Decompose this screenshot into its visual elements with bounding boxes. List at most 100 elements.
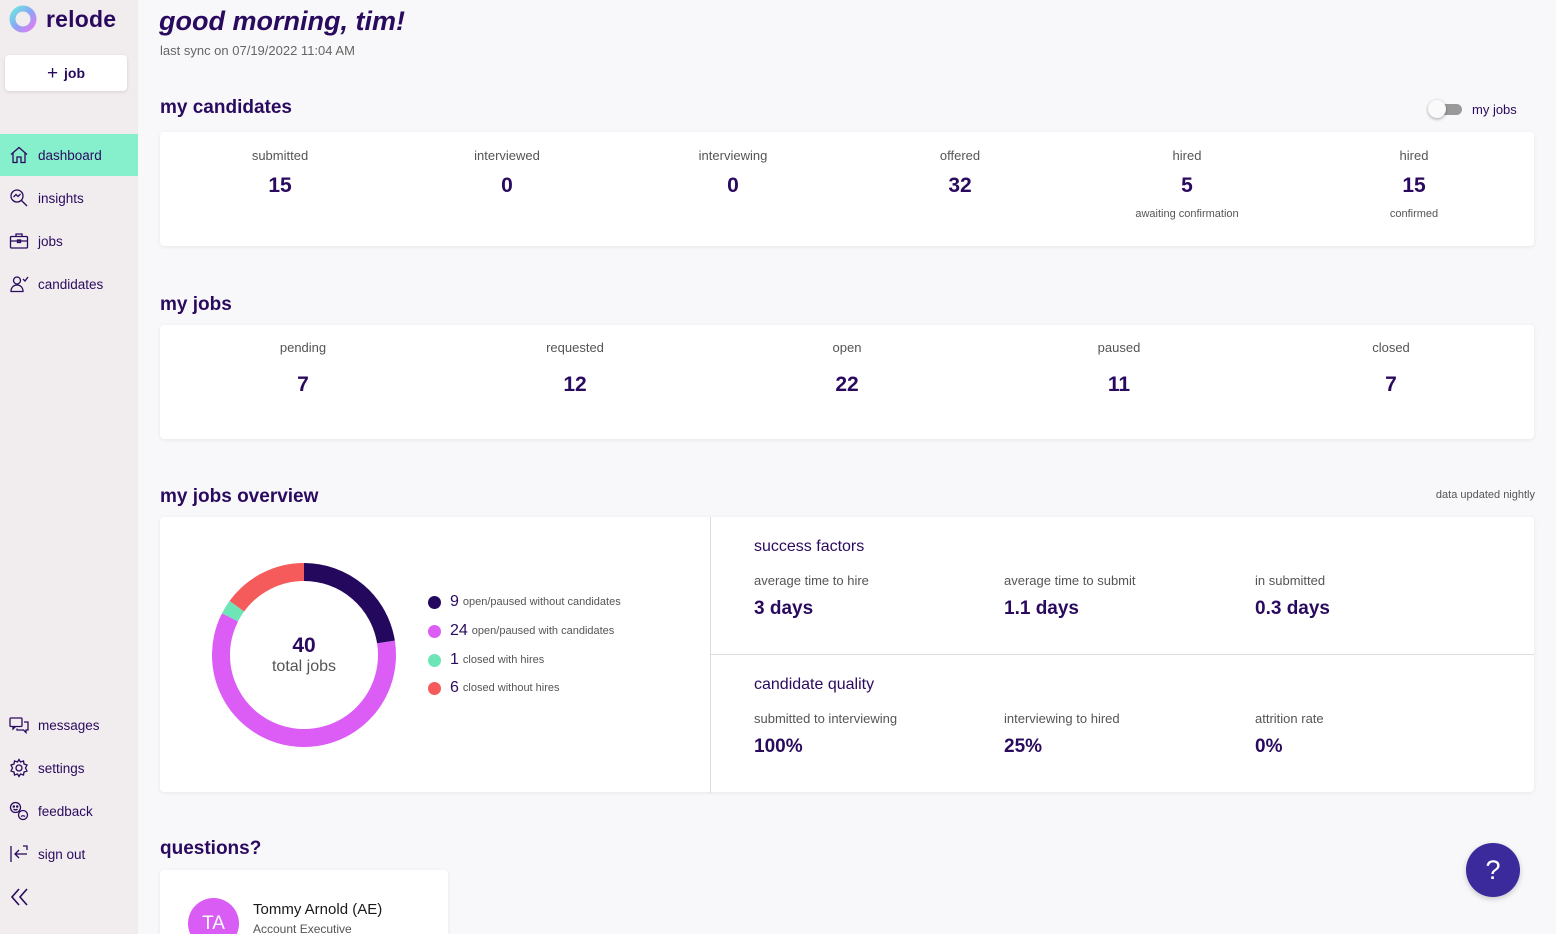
stat-sub-label: awaiting confirmation	[1135, 208, 1239, 220]
metric-value: 25%	[1004, 736, 1043, 757]
nav-candidates[interactable]: candidates	[0, 263, 138, 305]
nav-dashboard[interactable]: dashboard	[0, 134, 138, 176]
stat-interviewing[interactable]: interviewing 0	[613, 148, 853, 198]
gear-icon	[10, 758, 28, 778]
nav-dashboard-label: dashboard	[38, 147, 102, 163]
overview-divider-vertical	[710, 517, 711, 793]
stat-requested[interactable]: requested 12	[455, 340, 695, 397]
briefcase-icon	[9, 233, 29, 249]
account-executive-card[interactable]: TA Tommy Arnold (AE) Account Executive	[160, 870, 448, 934]
legend-label: open/paused with candidates	[471, 625, 615, 637]
stat-hired-confirmed[interactable]: hired 15 confirmed	[1294, 148, 1534, 220]
toggle-switch[interactable]	[1428, 100, 1462, 118]
metric-label: in submitted	[1255, 573, 1326, 588]
nav-sign-out[interactable]: sign out	[0, 833, 138, 875]
messages-icon	[9, 717, 29, 735]
stat-value: 5	[1181, 174, 1193, 197]
donut-slice-open-with-candidates	[212, 613, 396, 747]
metric-value: 100%	[754, 736, 803, 757]
stat-label: closed	[1372, 340, 1410, 355]
toggle-knob	[1428, 100, 1446, 118]
nav-jobs[interactable]: jobs	[0, 220, 138, 262]
metric-label: interviewing to hired	[1004, 711, 1120, 726]
app-name: relode	[46, 5, 117, 32]
stat-paused[interactable]: paused 11	[999, 340, 1239, 397]
legend-label: open/paused without candidates	[462, 596, 621, 608]
collapse-sidebar-icon[interactable]	[10, 885, 30, 909]
legend-value: 1	[450, 651, 459, 668]
metric-value: 1.1 days	[1004, 598, 1079, 619]
stat-label: pending	[279, 340, 327, 355]
legend-open-without-candidates: 9 open/paused without candidates	[428, 593, 621, 611]
legend-label: closed without hires	[462, 682, 560, 694]
legend-value: 9	[450, 593, 459, 610]
nav-settings-label: settings	[38, 760, 85, 776]
jobs-overview-title: my jobs overview	[160, 486, 319, 507]
candidate-icon	[10, 276, 29, 293]
contact-role: Account Executive	[253, 922, 352, 934]
jobs-donut-chart	[212, 563, 396, 747]
nav-messages[interactable]: messages	[0, 704, 138, 746]
metric-in-submitted: in submitted 0.3 days	[1255, 573, 1330, 620]
stat-value: 11	[1107, 373, 1131, 396]
stat-value: 0	[501, 174, 513, 197]
toggle-track	[1434, 104, 1462, 115]
last-sync-text: last sync on 07/19/2022 11:04 AM	[160, 43, 355, 58]
my-jobs-title: my jobs	[160, 294, 232, 315]
relode-logo-icon	[9, 5, 37, 33]
donut-slice-closed-with-hires	[222, 600, 245, 622]
nav-sign-out-label: sign out	[38, 846, 86, 862]
stat-label: interviewing	[698, 148, 768, 163]
metric-value: 0.3 days	[1255, 598, 1330, 619]
stat-open[interactable]: open 22	[727, 340, 967, 397]
success-factors-title: success factors	[754, 538, 865, 555]
sign-out-icon	[10, 845, 28, 862]
candidates-card: submitted 15 interviewed 0 interviewing …	[160, 132, 1534, 246]
data-updated-note: data updated nightly	[1435, 489, 1535, 501]
overview-card: 40 total jobs 9 open/paused without cand…	[160, 517, 1534, 793]
stat-submitted[interactable]: submitted 15	[160, 148, 400, 198]
legend-label: closed with hires	[462, 654, 545, 666]
metric-label: average time to hire	[754, 573, 869, 588]
nav-insights-label: insights	[38, 190, 84, 206]
metric-label: attrition rate	[1255, 711, 1324, 726]
stat-value: 12	[563, 373, 587, 396]
help-button[interactable]: ?	[1466, 843, 1520, 897]
metric-avg-time-to-submit: average time to submit 1.1 days	[1004, 573, 1136, 620]
insights-icon	[10, 189, 28, 207]
legend-closed-without-hires: 6 closed without hires	[428, 679, 560, 697]
stat-pending[interactable]: pending 7	[183, 340, 423, 397]
nav-insights[interactable]: insights	[0, 177, 138, 219]
stat-interviewed[interactable]: interviewed 0	[387, 148, 627, 198]
total-jobs-label: total jobs	[271, 658, 337, 675]
candidate-quality-title: candidate quality	[754, 676, 875, 693]
metric-label: average time to submit	[1004, 573, 1136, 588]
nav-settings[interactable]: settings	[0, 747, 138, 789]
stat-value: 0	[727, 174, 739, 197]
nav-candidates-label: candidates	[38, 276, 104, 292]
jobs-card: pending 7 requested 12 open 22 paused 11…	[160, 325, 1534, 439]
my-jobs-toggle[interactable]: my jobs	[1428, 100, 1517, 118]
legend-value: 24	[450, 622, 468, 639]
nav-feedback[interactable]: feedback	[0, 790, 138, 832]
stat-offered[interactable]: offered 32	[840, 148, 1080, 198]
nav-feedback-label: feedback	[38, 803, 93, 819]
questions-title: questions?	[160, 838, 262, 859]
contact-name: Tommy Arnold (AE)	[253, 901, 383, 918]
stat-closed[interactable]: closed 7	[1271, 340, 1511, 397]
stat-hired-awaiting[interactable]: hired 5 awaiting confirmation	[1067, 148, 1307, 220]
stat-label: requested	[546, 340, 604, 355]
app-logo[interactable]: relode	[8, 4, 116, 34]
legend-closed-with-hires: 1 closed with hires	[428, 651, 544, 669]
total-jobs-value: 40	[292, 634, 316, 657]
stat-value: 32	[948, 174, 972, 197]
stat-value: 7	[297, 373, 309, 396]
donut-center: 40 total jobs	[210, 561, 398, 749]
donut-slice-open-without-candidates	[303, 563, 395, 644]
avatar: TA	[188, 898, 239, 934]
stat-label: hired	[1399, 148, 1429, 163]
stat-label: submitted	[251, 148, 309, 163]
add-job-button[interactable]: + job	[5, 55, 127, 91]
metric-interviewing-to-hired: interviewing to hired 25%	[1004, 711, 1120, 758]
stat-value: 7	[1385, 373, 1397, 396]
